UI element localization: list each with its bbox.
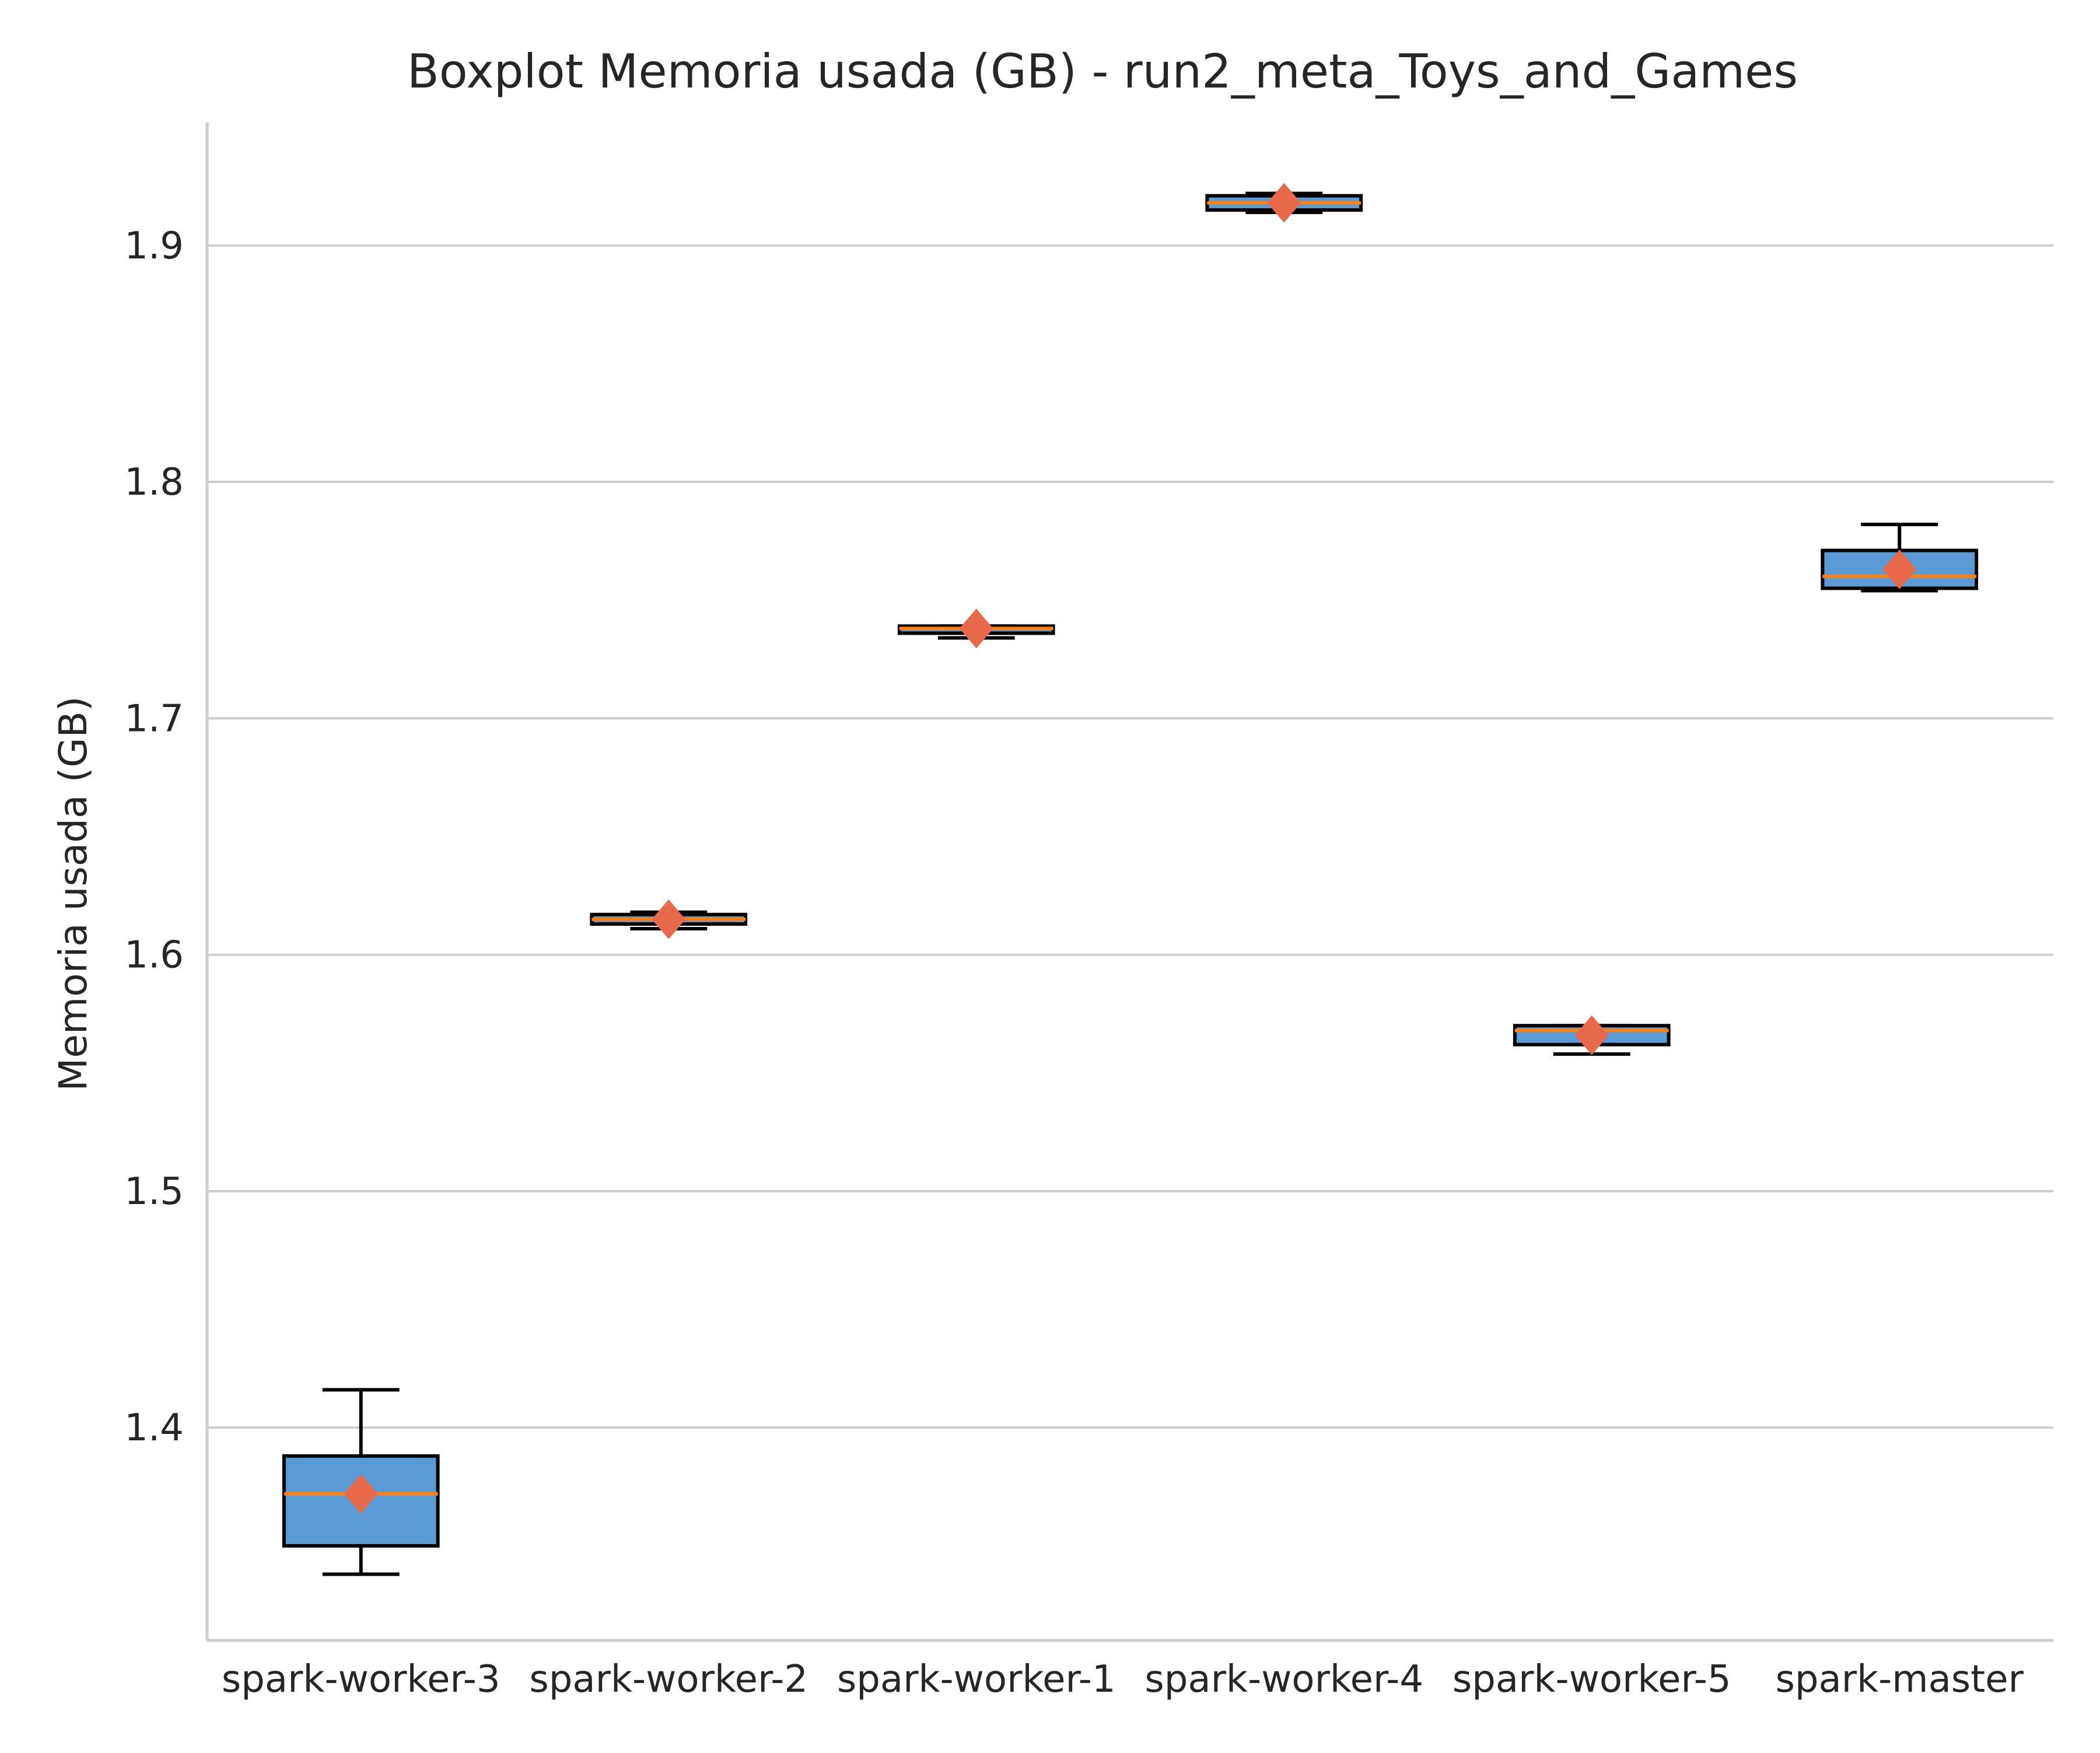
x-tick-label: spark-worker-4	[1144, 1658, 1423, 1701]
grid-lines	[207, 244, 2053, 1429]
x-tick-label: spark-worker-1	[837, 1658, 1116, 1701]
y-tick-label: 1.6	[124, 934, 184, 977]
axes-spines	[205, 123, 2053, 1642]
mean-marker	[1267, 183, 1301, 223]
y-tick-label: 1.7	[124, 697, 184, 740]
chart-title: Boxplot Memoria usada (GB) - run2_meta_T…	[407, 44, 1798, 99]
box-spark-worker-4	[1205, 183, 1363, 223]
boxes	[282, 183, 1979, 1576]
mean-marker	[1882, 550, 1917, 590]
box-spark-worker-1	[897, 608, 1055, 649]
box-spark-master	[1821, 523, 1979, 593]
y-tick-label: 1.4	[124, 1406, 184, 1450]
mean-marker	[959, 608, 993, 649]
box-spark-worker-5	[1513, 1015, 1671, 1056]
x-tick-labels: spark-worker-3 spark-worker-2 spark-worker…	[222, 1658, 2024, 1701]
y-axis-label: Memoria usada (GB)	[51, 696, 96, 1091]
y-tick-labels: 1.4 1.5 1.6 1.7 1.8 1.9	[124, 225, 184, 1450]
box-spark-worker-2	[590, 899, 748, 939]
box-spark-worker-3	[282, 1388, 440, 1576]
y-tick-label: 1.8	[124, 461, 184, 504]
x-tick-label: spark-worker-5	[1452, 1658, 1731, 1701]
x-tick-label: spark-worker-2	[529, 1658, 808, 1701]
x-tick-label: spark-master	[1776, 1658, 2024, 1701]
y-tick-label: 1.5	[124, 1170, 184, 1213]
mean-marker	[1574, 1015, 1609, 1055]
mean-marker	[344, 1474, 378, 1514]
y-tick-label: 1.9	[124, 225, 184, 268]
mean-marker	[652, 899, 686, 939]
x-tick-label: spark-worker-3	[222, 1658, 501, 1701]
